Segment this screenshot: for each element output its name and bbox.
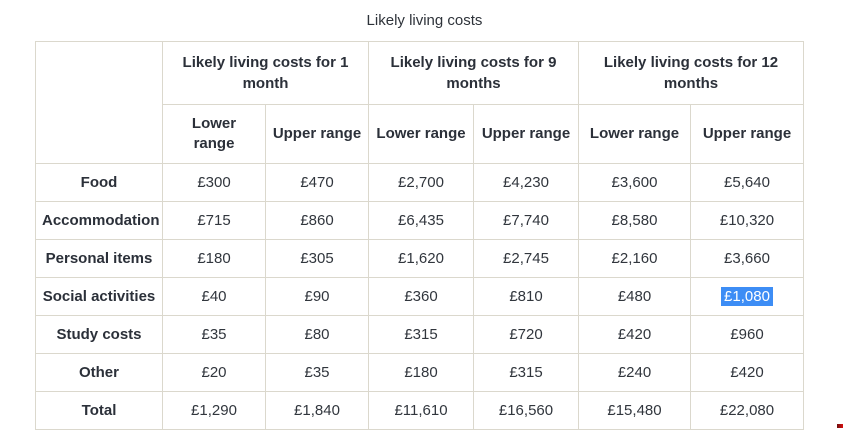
sub-header-upper-12: Upper range (690, 104, 804, 164)
row-label: Food (35, 163, 163, 202)
value-cell: £1,620 (368, 239, 474, 278)
value-cell-selected: £1,080 (690, 277, 804, 316)
value-cell: £715 (162, 201, 266, 240)
value-cell: £35 (162, 315, 266, 354)
value-cell: £90 (265, 277, 369, 316)
group-header-row: Likely living costs for 1 month Likely l… (35, 41, 804, 164)
table-row-social-activities: Social activities £40 £90 £360 £810 £480… (35, 277, 804, 316)
row-label: Study costs (35, 315, 163, 354)
value-cell: £315 (473, 353, 579, 392)
value-cell: £5,640 (690, 163, 804, 202)
value-cell: £305 (265, 239, 369, 278)
value-cell: £15,480 (578, 391, 691, 430)
sub-header-upper-9: Upper range (473, 104, 579, 164)
table-row-food: Food £300 £470 £2,700 £4,230 £3,600 £5,6… (35, 163, 804, 202)
table-row-other: Other £20 £35 £180 £315 £240 £420 (35, 353, 804, 392)
value-cell: £80 (265, 315, 369, 354)
value-cell: £20 (162, 353, 266, 392)
value-cell: £300 (162, 163, 266, 202)
value-cell: £6,435 (368, 201, 474, 240)
value-cell: £180 (368, 353, 474, 392)
value-cell: £2,700 (368, 163, 474, 202)
row-label: Social activities (35, 277, 163, 316)
value-cell: £470 (265, 163, 369, 202)
value-cell: £1,290 (162, 391, 266, 430)
red-artifact (837, 424, 843, 428)
page-title: Likely living costs (366, 12, 483, 29)
value-cell: £3,600 (578, 163, 691, 202)
value-cell: £860 (265, 201, 369, 240)
column-group-1-month: Likely living costs for 1 month (162, 41, 369, 105)
value-cell: £2,745 (473, 239, 579, 278)
sub-header-lower-1: Lower range (162, 104, 266, 164)
value-cell: £810 (473, 277, 579, 316)
sub-header-lower-12: Lower range (578, 104, 691, 164)
value-cell: £11,610 (368, 391, 474, 430)
sub-header-lower-9: Lower range (368, 104, 474, 164)
value-cell: £360 (368, 277, 474, 316)
value-cell: £180 (162, 239, 266, 278)
value-cell: £2,160 (578, 239, 691, 278)
sub-header-label: Lower range (191, 115, 237, 152)
living-costs-table: Likely living costs for 1 month Likely l… (35, 41, 804, 430)
row-label: Total (35, 391, 163, 430)
value-cell: £4,230 (473, 163, 579, 202)
value-cell: £480 (578, 277, 691, 316)
corner-cell (35, 41, 163, 164)
value-cell: £960 (690, 315, 804, 354)
value-cell: £420 (690, 353, 804, 392)
row-label: Personal items (35, 239, 163, 278)
value-cell: £40 (162, 277, 266, 316)
column-group-9-months: Likely living costs for 9 months (368, 41, 579, 105)
table-row-accommodation: Accommodation £715 £860 £6,435 £7,740 £8… (35, 201, 804, 240)
value-cell: £315 (368, 315, 474, 354)
sub-header-row: Lower range Upper range Lower range Uppe… (36, 104, 804, 164)
value-cell: £10,320 (690, 201, 804, 240)
table-row-personal-items: Personal items £180 £305 £1,620 £2,745 £… (35, 239, 804, 278)
column-group-12-months: Likely living costs for 12 months (578, 41, 804, 105)
row-label: Other (35, 353, 163, 392)
value-cell: £16,560 (473, 391, 579, 430)
value-cell: £420 (578, 315, 691, 354)
value-cell: £240 (578, 353, 691, 392)
selected-text: £1,080 (721, 287, 773, 306)
sub-header-upper-1: Upper range (265, 104, 369, 164)
table-row-study-costs: Study costs £35 £80 £315 £720 £420 £960 (35, 315, 804, 354)
value-cell: £720 (473, 315, 579, 354)
table-row-total: Total £1,290 £1,840 £11,610 £16,560 £15,… (35, 391, 804, 430)
value-cell: £22,080 (690, 391, 804, 430)
value-cell: £35 (265, 353, 369, 392)
value-cell: £7,740 (473, 201, 579, 240)
value-cell: £8,580 (578, 201, 691, 240)
value-cell: £1,840 (265, 391, 369, 430)
value-cell: £3,660 (690, 239, 804, 278)
row-label: Accommodation (35, 201, 163, 240)
